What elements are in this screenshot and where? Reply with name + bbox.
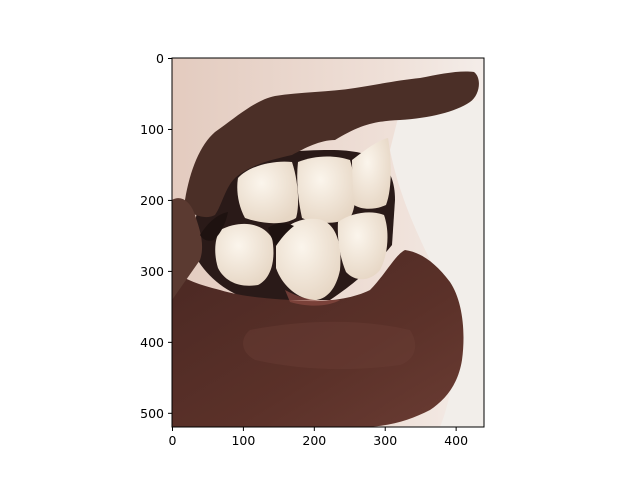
upper-tooth-1 — [237, 161, 299, 224]
cheek-shadow — [172, 198, 203, 300]
upper-tooth-2 — [297, 156, 356, 223]
x-tick-label: 300 — [373, 433, 397, 448]
gum-line — [285, 290, 340, 306]
lower-lip — [172, 250, 464, 427]
y-axis: 0 100 200 300 400 500 — [140, 51, 172, 421]
y-tick-label: 100 — [140, 122, 164, 137]
tooth-gap-left — [200, 212, 228, 241]
upper-tooth-3 — [352, 138, 391, 209]
lower-tooth-1 — [215, 223, 274, 286]
mouth-photo — [172, 58, 484, 427]
y-tick-label: 200 — [140, 193, 164, 208]
upper-lip — [185, 71, 479, 218]
y-tick-label: 0 — [156, 51, 164, 66]
x-axis: 0 100 200 300 400 — [169, 427, 468, 448]
x-tick-label: 100 — [231, 433, 255, 448]
lip-highlight — [243, 321, 416, 370]
x-tick-label: 400 — [444, 433, 468, 448]
x-tick-label: 200 — [302, 433, 326, 448]
y-tick-label: 300 — [140, 264, 164, 279]
x-tick-label: 0 — [169, 433, 177, 448]
lower-tooth-2 — [276, 218, 341, 301]
tooth-gap — [268, 223, 294, 246]
axes-frame — [171, 57, 485, 428]
lower-tooth-3 — [337, 212, 388, 280]
y-tick-label: 500 — [140, 406, 164, 421]
y-tick-label: 400 — [140, 335, 164, 350]
